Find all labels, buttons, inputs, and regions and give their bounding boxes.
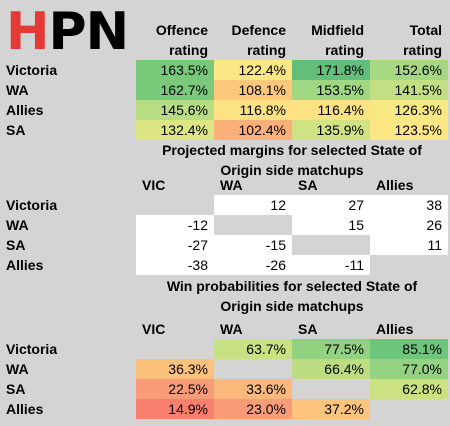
team-label: SA xyxy=(6,122,26,138)
probability-cell: 77.5% xyxy=(292,339,370,359)
margin-cell: 12 xyxy=(214,195,292,215)
header-line: rating xyxy=(247,42,286,58)
margin-cell: -12 xyxy=(136,215,214,235)
header-line: Offence xyxy=(155,22,208,38)
rating-cell: 123.5% xyxy=(370,120,448,140)
rating-cell: 132.4% xyxy=(136,120,214,140)
team-label: Allies xyxy=(6,257,44,273)
column-header: VIC xyxy=(142,177,166,193)
team-label: WA xyxy=(6,82,29,98)
probability-cell: 36.3% xyxy=(136,359,214,379)
margin-cell: 26 xyxy=(370,215,448,235)
margin-cell xyxy=(292,235,370,255)
header-line: Defence xyxy=(231,22,286,38)
column-header: SA xyxy=(298,321,318,337)
column-header: Allies xyxy=(376,177,414,193)
margins-title: Projected margins for selected State of O… xyxy=(136,140,448,180)
rating-cell: 153.5% xyxy=(292,80,370,100)
team-label: Victoria xyxy=(6,341,58,357)
header-line: Total xyxy=(409,22,442,38)
rating-cell: 145.6% xyxy=(136,100,214,120)
rating-cell: 108.1% xyxy=(214,80,292,100)
title-line: Origin side matchups xyxy=(220,162,364,178)
rating-cell: 122.4% xyxy=(214,60,292,80)
header-line: Midfield xyxy=(311,22,364,38)
column-header: SA xyxy=(298,177,318,193)
column-header: VIC xyxy=(142,321,166,337)
probability-cell xyxy=(214,359,292,379)
title-line: Win probabilities for selected State of xyxy=(166,278,418,294)
rating-cell: 141.5% xyxy=(370,80,448,100)
team-label: Allies xyxy=(6,102,44,118)
margin-cell: -26 xyxy=(214,255,292,275)
margin-cell: 11 xyxy=(370,235,448,255)
rating-cell: 116.4% xyxy=(292,100,370,120)
probability-cell: 33.6% xyxy=(214,379,292,399)
rating-cell: 171.8% xyxy=(292,60,370,80)
margin-cell: -15 xyxy=(214,235,292,255)
rating-cell: 152.6% xyxy=(370,60,448,80)
rating-cell: 116.8% xyxy=(214,100,292,120)
header-line: rating xyxy=(169,42,208,58)
rating-cell: 135.9% xyxy=(292,120,370,140)
probability-cell: 37.2% xyxy=(292,399,370,419)
title-line: Projected margins for selected State of xyxy=(162,142,422,158)
probability-cell xyxy=(136,339,214,359)
column-header: Allies xyxy=(376,321,414,337)
probability-cell: 22.5% xyxy=(136,379,214,399)
rating-header: Offence rating xyxy=(136,20,214,60)
probability-cell: 77.0% xyxy=(370,359,448,379)
title-line: Origin side matchups xyxy=(220,298,364,314)
hpn-logo: HPN xyxy=(6,2,129,62)
margin-cell: 38 xyxy=(370,195,448,215)
probability-cell: 66.4% xyxy=(292,359,370,379)
probability-cell xyxy=(292,379,370,399)
margin-cell: -11 xyxy=(292,255,370,275)
probability-cell: 14.9% xyxy=(136,399,214,419)
winprob-title: Win probabilities for selected State of O… xyxy=(136,276,448,316)
rating-cell: 126.3% xyxy=(370,100,448,120)
probability-cell xyxy=(370,399,448,419)
rating-header: Midfield rating xyxy=(292,20,370,60)
margin-cell xyxy=(214,215,292,235)
rating-header: Defence rating xyxy=(214,20,292,60)
header-line: rating xyxy=(403,42,442,58)
probability-cell: 23.0% xyxy=(214,399,292,419)
rating-cell: 102.4% xyxy=(214,120,292,140)
margin-cell: -27 xyxy=(136,235,214,255)
column-header: WA xyxy=(220,177,243,193)
margin-cell: 15 xyxy=(292,215,370,235)
team-label: SA xyxy=(6,381,26,397)
team-label: Victoria xyxy=(6,62,58,78)
column-header: WA xyxy=(220,321,243,337)
rating-cell: 162.7% xyxy=(136,80,214,100)
rating-header: Total rating xyxy=(370,20,448,60)
probability-cell: 63.7% xyxy=(214,339,292,359)
margin-cell: 27 xyxy=(292,195,370,215)
team-label: SA xyxy=(6,237,26,253)
team-label: Allies xyxy=(6,401,44,417)
team-label: Victoria xyxy=(6,197,58,213)
header-line: rating xyxy=(325,42,364,58)
rating-cell: 163.5% xyxy=(136,60,214,80)
probability-cell: 62.8% xyxy=(370,379,448,399)
margin-cell xyxy=(370,255,448,275)
margin-cell xyxy=(136,195,214,215)
margin-cell: -38 xyxy=(136,255,214,275)
team-label: WA xyxy=(6,361,29,377)
team-label: WA xyxy=(6,217,29,233)
probability-cell: 85.1% xyxy=(370,339,448,359)
